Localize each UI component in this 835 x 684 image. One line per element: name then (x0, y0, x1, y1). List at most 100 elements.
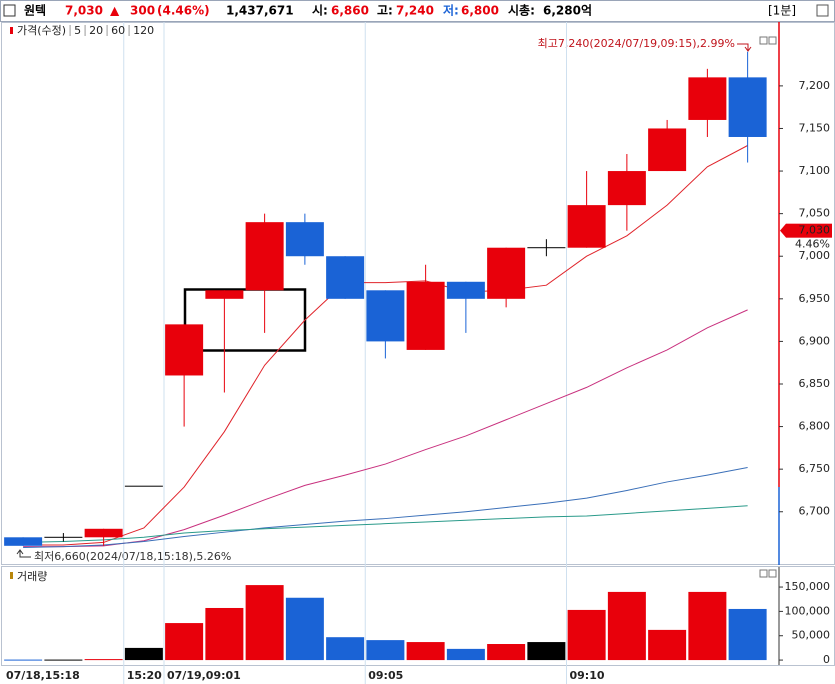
interval[interactable]: [1분] (768, 4, 796, 18)
volume-bar (446, 648, 485, 661)
low-label: 저: (443, 3, 459, 18)
candle-body (165, 324, 204, 376)
volume-bar (406, 642, 445, 661)
candle-body (245, 222, 284, 291)
y-tick-label: 7,200 (799, 79, 831, 92)
volume-bar (4, 659, 43, 661)
legend-entry: 60 (111, 24, 125, 37)
candle-body (567, 205, 606, 248)
plot-layer: 6,700 6,750 6,800 6,850 6,900 6,950 7,000 7,050… (4, 22, 832, 684)
legend-entry: 5 (74, 24, 81, 37)
legend-entry: 20 (89, 24, 103, 37)
volume-bar (366, 640, 405, 661)
y-tick-label: 6,900 (799, 334, 831, 347)
ma-line (23, 309, 748, 548)
volume-bar (688, 591, 727, 661)
y-tick-label: 6,700 (799, 505, 831, 518)
open-value: 6,860 (331, 4, 369, 18)
ma-line (23, 466, 748, 549)
low-value: 6,800 (461, 4, 499, 18)
candle-body (406, 281, 445, 350)
volume: 1,437,671 (226, 4, 294, 18)
x-tick-label: 15:20 (127, 669, 162, 682)
volume-bar (527, 642, 566, 661)
candle-body (326, 256, 365, 299)
volume-bar (245, 585, 284, 661)
volume-bar (285, 597, 324, 661)
ma-line (23, 505, 748, 543)
y-tick-label: 7,100 (799, 164, 831, 177)
y-tick-label: 100,000 (785, 604, 831, 617)
change: 300 (130, 4, 155, 18)
open-label: 시: (312, 4, 328, 18)
volume-bar (607, 591, 646, 661)
volume-bar (205, 607, 244, 661)
y-tick-label: 6,750 (799, 462, 831, 475)
volume-bar (648, 629, 687, 661)
candle-body (527, 247, 566, 249)
high-arrow (737, 43, 752, 52)
legend-entry: 120 (133, 24, 154, 37)
change-sign: ▲ (110, 4, 120, 18)
volume-bar (84, 659, 123, 661)
y-tick-label: 7,050 (799, 207, 831, 220)
legend-marker (10, 27, 13, 34)
panel-button[interactable] (759, 36, 768, 45)
candle-body (84, 528, 123, 538)
candle-body (44, 536, 83, 538)
volume-bar (165, 623, 204, 661)
x-tick-label: 09:10 (570, 669, 605, 682)
candle-body (648, 128, 687, 172)
y-tick-label: 150,000 (785, 580, 831, 593)
last-change-label: 4.46% (795, 238, 830, 251)
candle-body (728, 77, 767, 137)
volume-bar (326, 637, 365, 661)
window-button[interactable] (816, 4, 829, 17)
candle-body (446, 281, 485, 299)
x-tick-label: 09:05 (368, 669, 403, 682)
high-label: 고: (377, 4, 393, 18)
low-annotation: 최저6,660(2024/07/18,15:18),5.26% (34, 550, 231, 563)
x-tick-label: 07/18,15:18 (6, 669, 80, 682)
y-tick-label: 6,850 (799, 377, 831, 390)
candle-body (285, 222, 324, 257)
legend-marker (10, 572, 13, 579)
candle-body (366, 290, 405, 342)
market-cap-value: 6,280억 (543, 4, 592, 18)
last-price-tag (786, 223, 832, 238)
y-tick-label: 50,000 (792, 629, 831, 642)
volume-bar (567, 609, 606, 661)
legend-entry: 가격(수정) (17, 24, 66, 37)
volume-bar (487, 644, 526, 661)
y-tick-label: 6,950 (799, 292, 831, 305)
panel-button[interactable] (768, 569, 777, 578)
y-tick-label: 7,000 (799, 249, 831, 262)
panel-button[interactable] (768, 36, 777, 45)
last-price-label: 7,030 (799, 224, 831, 237)
candle-body (688, 77, 727, 120)
change-rate: (4.46%) (157, 4, 210, 18)
checkbox[interactable] (3, 4, 16, 17)
ma-line (23, 145, 748, 546)
y-tick-label: 0 (823, 653, 830, 666)
y-tick-label: 6,800 (799, 420, 831, 433)
high-value: 7,240 (396, 4, 434, 18)
legend-entry: 거래량 (17, 570, 47, 583)
last-price-pointer (780, 223, 786, 238)
candle-body (205, 290, 244, 299)
price: 7,030 (65, 4, 103, 18)
y-tick-label: 7,150 (799, 121, 831, 134)
panel-button[interactable] (759, 569, 768, 578)
candle-body (487, 247, 526, 299)
market-cap-label: 시총: (508, 3, 535, 18)
candle-body (124, 485, 163, 487)
stock-name: 원텍 (24, 3, 46, 18)
volume-bar (44, 659, 83, 661)
candle-body (607, 171, 646, 206)
volume-bar (728, 608, 767, 661)
high-annotation: 최고7,240(2024/07/19,09:15),2.99% (538, 37, 735, 50)
volume-bar (124, 647, 163, 661)
x-tick-label: 07/19,09:01 (167, 669, 241, 682)
low-arrow (16, 549, 31, 558)
